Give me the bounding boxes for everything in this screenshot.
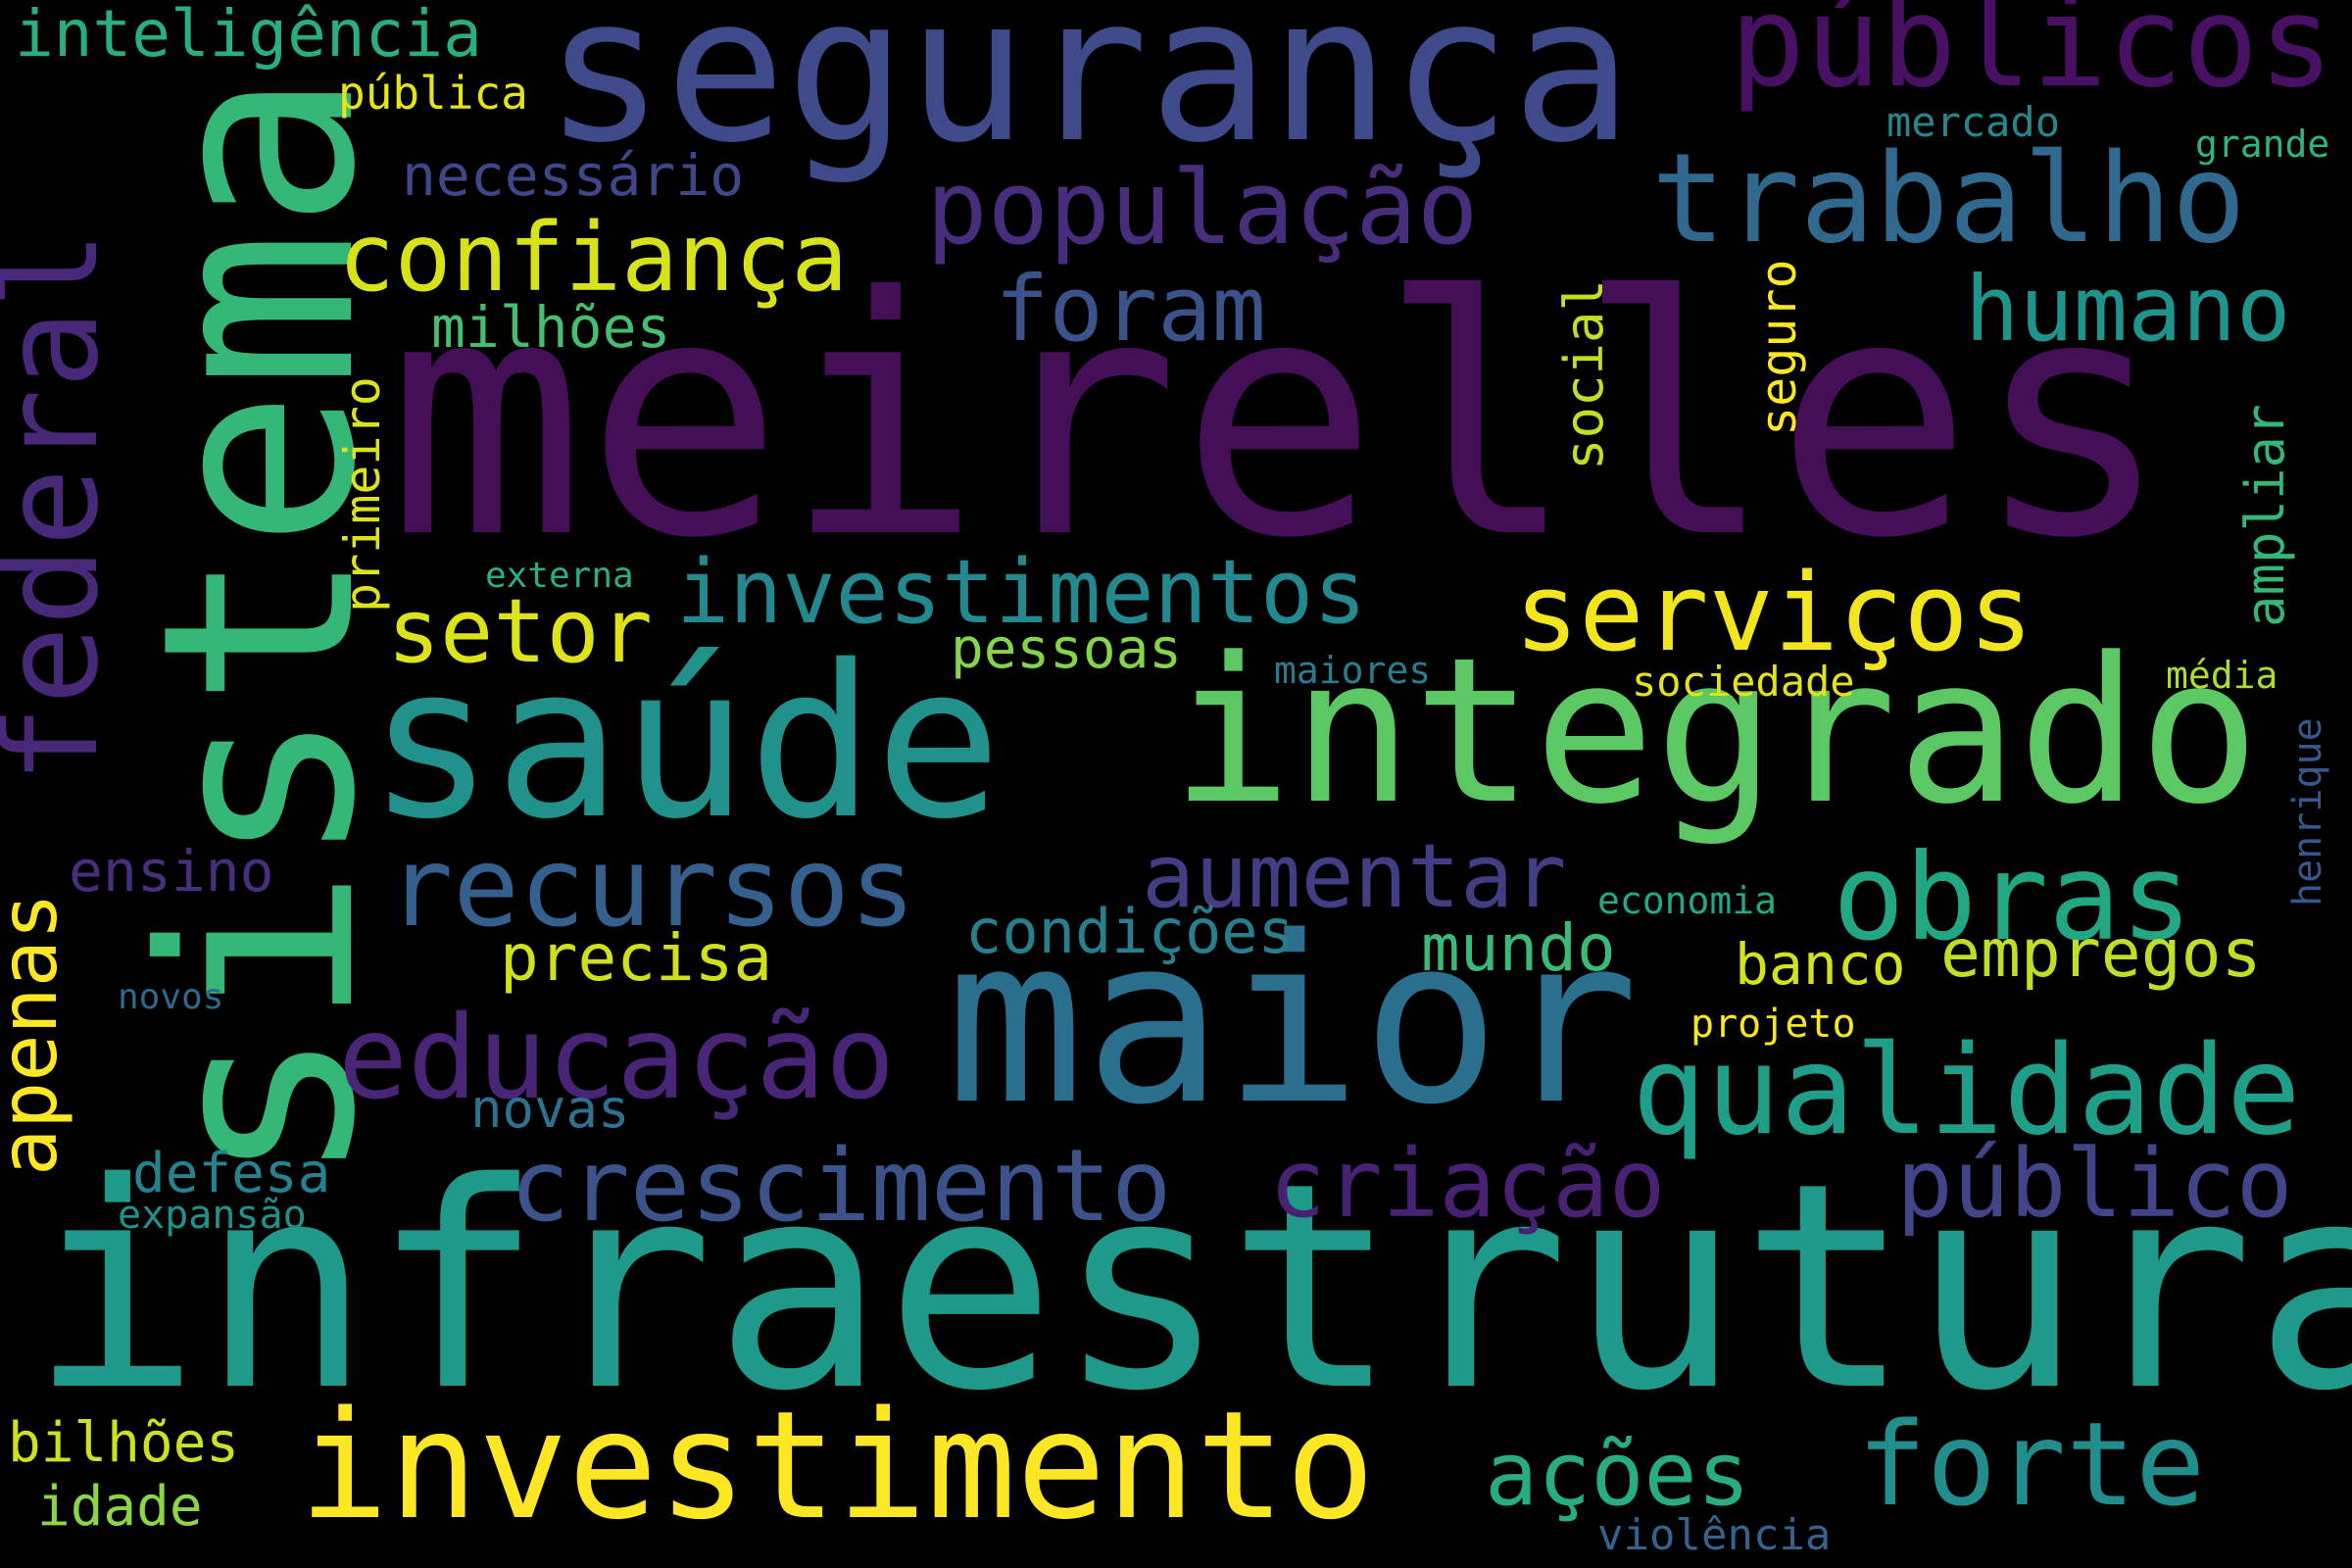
- word-condicoes: condições: [965, 896, 1295, 967]
- word-defesa: defesa: [132, 1142, 331, 1205]
- word-precisa: precisa: [500, 920, 773, 996]
- word-empregos: empregos: [1940, 915, 2262, 993]
- word-projeto: projeto: [1690, 1002, 1856, 1047]
- word-investimentos: investimentos: [676, 541, 1367, 644]
- word-henrique: henrique: [2285, 717, 2330, 906]
- word-primeiro: primeiro: [334, 376, 391, 612]
- word-infraestrutura: infraestrutura: [29, 1123, 2352, 1453]
- word-media: média: [2166, 654, 2278, 697]
- word-banco: banco: [1735, 931, 1906, 998]
- word-mundo: mundo: [1421, 910, 1616, 986]
- word-aumentar: aumentar: [1142, 825, 1567, 928]
- word-social: social: [1553, 278, 1615, 470]
- word-humano: humano: [1965, 257, 2291, 362]
- word-confianca: confiança: [338, 203, 849, 313]
- word-setor: setor: [387, 580, 653, 683]
- word-saude: saúde: [368, 619, 1003, 865]
- word-novas: novas: [470, 1078, 630, 1140]
- word-forte: forte: [1857, 1396, 2206, 1532]
- word-educacao: educação: [338, 990, 896, 1125]
- word-federal: federal: [0, 230, 127, 784]
- word-maior: maior: [946, 888, 1640, 1155]
- word-inteligencia: inteligência: [15, 0, 482, 72]
- word-acoes: ações: [1485, 1423, 1750, 1526]
- word-crescimento: crescimento: [510, 1128, 1172, 1245]
- word-idade: idade: [37, 1475, 203, 1539]
- word-economia: economia: [1597, 879, 1778, 922]
- word-maiores: maiores: [1274, 649, 1432, 692]
- word-apenas: apenas: [0, 893, 74, 1176]
- word-ampliar: ampliar: [2234, 404, 2296, 627]
- word-foram: foram: [995, 257, 1266, 362]
- word-necessario: necessário: [402, 142, 745, 209]
- word-publica: pública: [338, 67, 528, 120]
- word-expansao: expansão: [118, 1193, 307, 1238]
- word-investimento: investimento: [299, 1379, 1376, 1552]
- word-ensino: ensino: [69, 838, 274, 905]
- word-pessoas: pessoas: [951, 617, 1183, 681]
- word-servicos: serviços: [1514, 550, 2034, 675]
- word-obras: obras: [1833, 828, 2193, 967]
- word-seguranca: segurança: [544, 0, 1633, 187]
- word-recursos: recursos: [387, 824, 916, 952]
- word-criacao: criação: [1269, 1129, 1666, 1239]
- word-novos: novos: [118, 977, 224, 1017]
- word-grande: grande: [2195, 122, 2330, 166]
- word-trabalho: trabalho: [1651, 126, 2246, 270]
- word-publicos: públicos: [1730, 0, 2334, 116]
- word-sociedade: sociedade: [1632, 658, 1855, 706]
- word-milhoes: milhões: [431, 294, 671, 361]
- word-bilhoes: bilhões: [8, 1411, 240, 1475]
- word-seguro: seguro: [1750, 259, 1807, 436]
- word-integrado: integrado: [1171, 615, 2260, 849]
- word-mercado: mercado: [1886, 98, 2061, 146]
- word-violencia: violência: [1597, 1510, 1832, 1560]
- word-publico: público: [1896, 1129, 2293, 1239]
- word-externa: externa: [485, 556, 634, 596]
- word-qualidade: qualidade: [1632, 1018, 2301, 1162]
- word-populacao: população: [926, 148, 1479, 268]
- word-meirelles: meirelles: [387, 227, 2172, 611]
